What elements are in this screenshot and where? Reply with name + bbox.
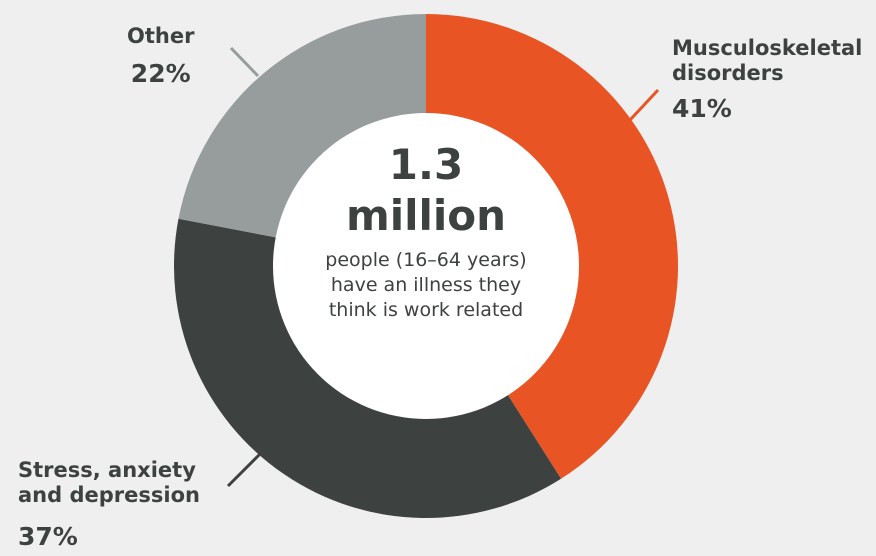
slice-label-line: Other (127, 24, 195, 48)
center-line: people (16–64 years) (325, 249, 527, 271)
slice-label-line: Musculoskeletal (672, 36, 863, 60)
leader-line-musculoskeletal (628, 88, 660, 122)
slice-value-stress: 37% (18, 522, 78, 551)
slice-label-other: Other 22% (127, 24, 194, 89)
center-annotation: 1.3 million people (16–64 years) have an… (268, 140, 584, 323)
donut-hole (273, 113, 579, 419)
slice-label-stress: Stress, anxiety and depression 37% (18, 458, 200, 552)
center-line: think is work related (328, 299, 524, 321)
slice-label-musculoskeletal: Musculoskeletal disorders 41% (672, 36, 862, 124)
slice-label-line: Stress, anxiety (18, 458, 196, 482)
center-number: 1.3 (388, 140, 464, 189)
center-unit: million (345, 191, 507, 240)
slice-label-line: disorders (672, 61, 784, 85)
slice-value-musculoskeletal: 41% (672, 94, 732, 123)
slice-value-other: 22% (130, 59, 191, 88)
slice-label-line: and depression (18, 483, 200, 507)
leader-line-stress (226, 450, 264, 488)
leader-line-other (229, 46, 260, 78)
center-line: have an illness they (330, 274, 522, 296)
